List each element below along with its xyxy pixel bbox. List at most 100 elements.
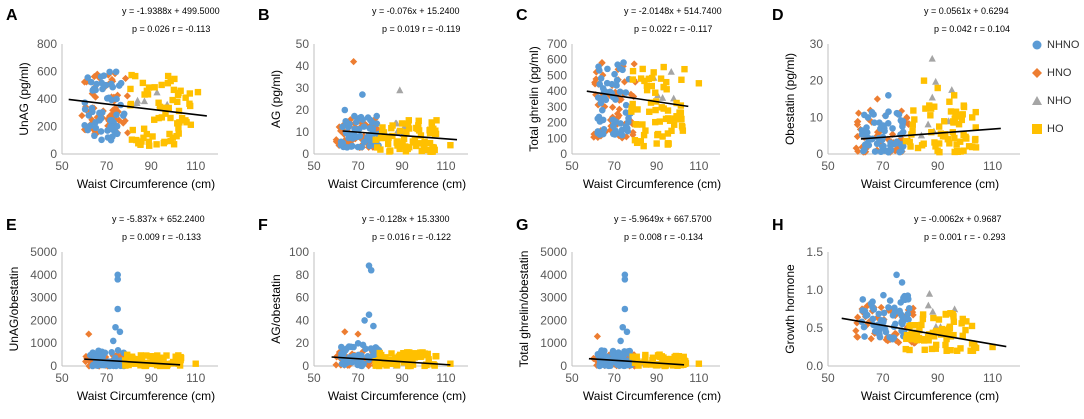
nhno-point — [869, 315, 877, 323]
ho-point — [968, 322, 976, 330]
y-tick-label: 300 — [547, 100, 567, 114]
hno-point — [903, 114, 911, 122]
ho-point — [955, 121, 963, 128]
ho-point — [929, 329, 937, 337]
ho-point — [668, 127, 675, 135]
ho-point — [678, 76, 685, 83]
nhno-point — [341, 106, 349, 114]
ho-point — [903, 335, 910, 343]
x-tick-label: 110 — [983, 371, 1002, 385]
nho-point — [658, 94, 667, 101]
nhno-point — [117, 79, 125, 87]
nhno-point — [611, 70, 618, 78]
ho-point — [414, 125, 421, 133]
x-tick-label: 50 — [55, 159, 69, 173]
nhno-point — [871, 327, 879, 335]
ho-point — [155, 99, 162, 106]
nhno-point — [88, 104, 96, 112]
x-axis-title: Waist Circumference (cm) — [861, 389, 999, 403]
ho-point — [389, 132, 396, 140]
ho-point — [385, 360, 393, 367]
hno-point — [854, 117, 862, 126]
hno-point — [628, 120, 636, 128]
ho-point — [664, 130, 672, 137]
ho-point — [628, 108, 635, 115]
nhno-point — [364, 114, 372, 121]
nhno-point — [95, 347, 102, 355]
ho-point — [628, 105, 635, 112]
ho-point — [640, 131, 648, 139]
nhno-point — [616, 65, 624, 72]
panel-a: A 0 200 400 600 800 50 70 90 110 Waist Circumferen… — [6, 6, 220, 191]
panel-h: H 0.0 0.5 1.0 1.5 50 70 90 110 Waist Circumferenc… — [772, 214, 1020, 403]
nhno-point — [889, 125, 896, 132]
ho-point — [913, 332, 920, 339]
ho-point — [634, 106, 641, 113]
y-tick-label: 0 — [302, 147, 309, 161]
nhno-point — [101, 349, 109, 357]
trend-line — [586, 90, 689, 108]
ho-point — [959, 315, 966, 323]
nhno-point — [886, 297, 894, 304]
regression-equation: y = -5.837x + 652.2400 — [112, 214, 205, 224]
nho-point — [948, 86, 956, 93]
ho-point — [664, 107, 672, 114]
nhno-point — [858, 127, 866, 134]
nhno-point — [621, 276, 629, 283]
x-tick-label: 50 — [821, 159, 835, 173]
nhno-point — [109, 337, 117, 345]
nhno-point — [887, 142, 894, 149]
nhno-point — [97, 128, 105, 135]
ho-point — [403, 128, 410, 136]
panel-letter: G — [516, 217, 528, 234]
ho-point — [128, 353, 136, 360]
nhno-point — [360, 360, 367, 368]
nhno-point — [622, 362, 629, 369]
trend-line — [331, 356, 451, 366]
x-tick-label: 70 — [876, 371, 890, 385]
y-tick-label: 10 — [810, 110, 824, 124]
nho-point — [932, 77, 940, 85]
ho-point — [428, 122, 436, 129]
x-tick-label: 50 — [565, 371, 579, 385]
ho-point — [405, 125, 413, 132]
y-tick-label: 0 — [50, 359, 57, 373]
nhno-point — [370, 348, 378, 356]
square-marker — [1032, 124, 1042, 134]
ho-point — [174, 91, 182, 99]
y-tick-label: 400 — [547, 84, 567, 98]
ho-point — [145, 138, 152, 145]
nhno-point — [365, 311, 373, 319]
ho-point — [956, 138, 964, 145]
nho-point — [928, 93, 936, 101]
ho-point — [958, 116, 965, 124]
ho-point — [947, 108, 955, 115]
hno-point — [90, 72, 98, 81]
ho-point — [143, 130, 150, 138]
ho-point — [953, 347, 961, 354]
hno-point — [364, 361, 372, 369]
ho-point — [629, 76, 637, 83]
nhno-point — [373, 112, 381, 120]
y-tick-label: 400 — [37, 92, 57, 106]
ho-point — [433, 117, 440, 124]
nhno-point — [897, 117, 905, 125]
nhno-point — [90, 361, 97, 369]
ho-point — [142, 362, 149, 370]
legend-label: NHNO — [1047, 39, 1080, 51]
nhno-point — [339, 123, 346, 131]
nhno-point — [339, 139, 347, 147]
ho-point — [127, 85, 134, 93]
ho-point — [418, 147, 425, 155]
y-tick-label: 100 — [547, 131, 567, 145]
hno-point — [629, 131, 637, 139]
ho-point — [389, 122, 396, 129]
nhno-point — [600, 126, 608, 133]
ho-point — [400, 135, 408, 143]
nhno-point — [863, 129, 871, 136]
ho-point — [953, 141, 960, 148]
nhno-point — [112, 68, 120, 76]
ho-point — [907, 143, 914, 150]
nhno-point — [606, 88, 614, 96]
hno-point — [593, 332, 601, 340]
